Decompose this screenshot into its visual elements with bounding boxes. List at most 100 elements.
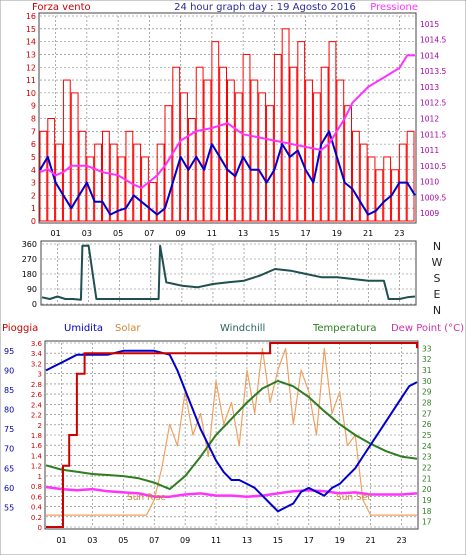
humidity-y-tick: 90 — [4, 366, 14, 375]
rain-label: Pioggia — [2, 323, 38, 334]
pressure-y-tick: 1010.5 — [420, 162, 446, 171]
wind-speed-label: Forza vento — [32, 2, 91, 13]
wind-gust-bar — [62, 79, 71, 222]
wind-gust-bar — [102, 130, 110, 222]
top-x-tick: 09 — [176, 229, 186, 238]
rain-y-tick: 3.4 — [31, 350, 43, 358]
rain-y-tick: 3.6 — [31, 340, 43, 348]
rain-y-tick: 2.8 — [31, 381, 42, 389]
wind-gust-bar — [312, 92, 321, 222]
rain-y-tick: 3 — [38, 371, 42, 379]
pressure-y-tick: 1010 — [420, 178, 439, 187]
wind-y-tick: 3 — [31, 179, 36, 188]
wind-gust-bar — [297, 41, 306, 222]
wind-gust-bar — [375, 169, 384, 222]
wind-y-tick: 7 — [31, 127, 36, 136]
temperature-y-tick: 25 — [422, 431, 432, 440]
wind-gust-bar — [164, 105, 173, 222]
wind-gust-bar — [359, 143, 368, 222]
humidity-y-tick: 95 — [4, 347, 14, 356]
pressure-y-tick: 1013 — [420, 83, 439, 92]
pressure-y-tick: 1014 — [420, 51, 439, 60]
wind-y-tick: 12 — [26, 63, 36, 72]
temperature-y-tick: 29 — [422, 388, 432, 397]
dir-label-n1: N — [433, 240, 441, 253]
solar-label: Solar — [115, 323, 141, 334]
wind-gust-bar — [383, 156, 392, 222]
bottom-x-tick: 15 — [273, 536, 283, 545]
rain-y-tick: 0.8 — [31, 483, 42, 491]
wind-gust-bar — [258, 92, 267, 222]
rain-y-tick: 1.2 — [31, 463, 42, 471]
rain-y-tick: 1.6 — [31, 442, 43, 450]
humidity-label: Umidita — [64, 323, 103, 334]
wind-gust-bar — [78, 130, 87, 222]
humidity-y-tick: 75 — [4, 425, 14, 434]
wind-gust-bar — [219, 66, 227, 222]
bottom-x-tick: 19 — [335, 536, 345, 545]
series-lines — [39, 28, 418, 528]
temperature-y-tick: 32 — [422, 355, 432, 364]
wind-gust-bar — [39, 130, 48, 222]
rain-y-tick: 0.4 — [31, 504, 43, 512]
dir-label-w: W — [432, 256, 443, 269]
bottom-x-tick: 17 — [304, 536, 314, 545]
wind-y-tick: 13 — [26, 50, 36, 59]
wind-y-tick: 2 — [31, 191, 36, 200]
wind-gust-bar — [266, 105, 274, 222]
temperature-y-tick: 17 — [422, 518, 432, 527]
direction-plot-area — [40, 240, 417, 306]
bottom-x-tick: 21 — [366, 536, 376, 545]
bottom-x-tick: 03 — [87, 536, 97, 545]
pressure-y-tick: 1011.5 — [420, 130, 446, 139]
wind-y-tick: 14 — [26, 38, 36, 47]
bottom-x-tick: 23 — [396, 536, 406, 545]
temperature-y-tick: 33 — [422, 344, 432, 353]
wind-y-tick: 6 — [31, 140, 36, 149]
dewpoint-label: Dew Point (°C) — [391, 323, 464, 334]
rain-y-tick: 2.2 — [31, 412, 42, 420]
bottom-x-tick: 13 — [242, 536, 252, 545]
pressure-y-tick: 1015 — [420, 20, 439, 29]
temperature-y-tick: 24 — [422, 442, 432, 451]
pressure-label: Pressione — [370, 2, 418, 13]
temperature-y-tick: 20 — [422, 485, 432, 494]
dir-y-tick: 90 — [27, 285, 37, 294]
rain-y-tick: 1.4 — [31, 452, 43, 460]
wind-direction-line — [41, 244, 416, 301]
bottom-x-tick: 05 — [118, 536, 128, 545]
wind-gust-bar — [70, 92, 79, 222]
top-x-tick: 01 — [51, 229, 61, 238]
humidity-y-tick: 80 — [4, 406, 14, 415]
dir-y-tick: 360 — [22, 240, 37, 249]
dir-y-tick: 270 — [22, 255, 37, 264]
temperature-y-tick: 23 — [422, 453, 432, 462]
temperature-y-tick: 19 — [422, 496, 432, 505]
pressure-y-tick: 1013.5 — [420, 67, 446, 76]
rain-y-tick: 0.2 — [31, 514, 42, 522]
solar-line — [46, 347, 417, 516]
temperature-y-tick: 26 — [422, 420, 432, 429]
wind-gust-bar — [344, 105, 352, 222]
temperature-y-tick: 27 — [422, 409, 432, 418]
pressure-y-tick: 1009.5 — [420, 193, 446, 202]
temperature-y-tick: 18 — [422, 507, 432, 516]
pressure-y-tick: 1012 — [420, 115, 439, 124]
top-x-tick: 17 — [301, 229, 311, 238]
dir-y-tick: 0 — [32, 300, 37, 309]
wind-gust-bar — [211, 41, 220, 222]
rain-line — [46, 342, 418, 528]
wind-gust-bar — [148, 182, 157, 222]
dir-label-s: S — [434, 272, 441, 285]
wind-gust-bar — [336, 79, 345, 222]
top-x-tick: 13 — [238, 229, 248, 238]
wind-gust-bar — [156, 143, 165, 222]
bottom-plot-area — [44, 340, 419, 530]
rain-y-tick: 2.4 — [31, 401, 43, 409]
wind-y-tick: 8 — [31, 115, 36, 124]
temperature-line — [45, 379, 418, 491]
temperature-label: Temperatura — [312, 323, 377, 334]
humidity-y-tick: 85 — [4, 386, 14, 395]
